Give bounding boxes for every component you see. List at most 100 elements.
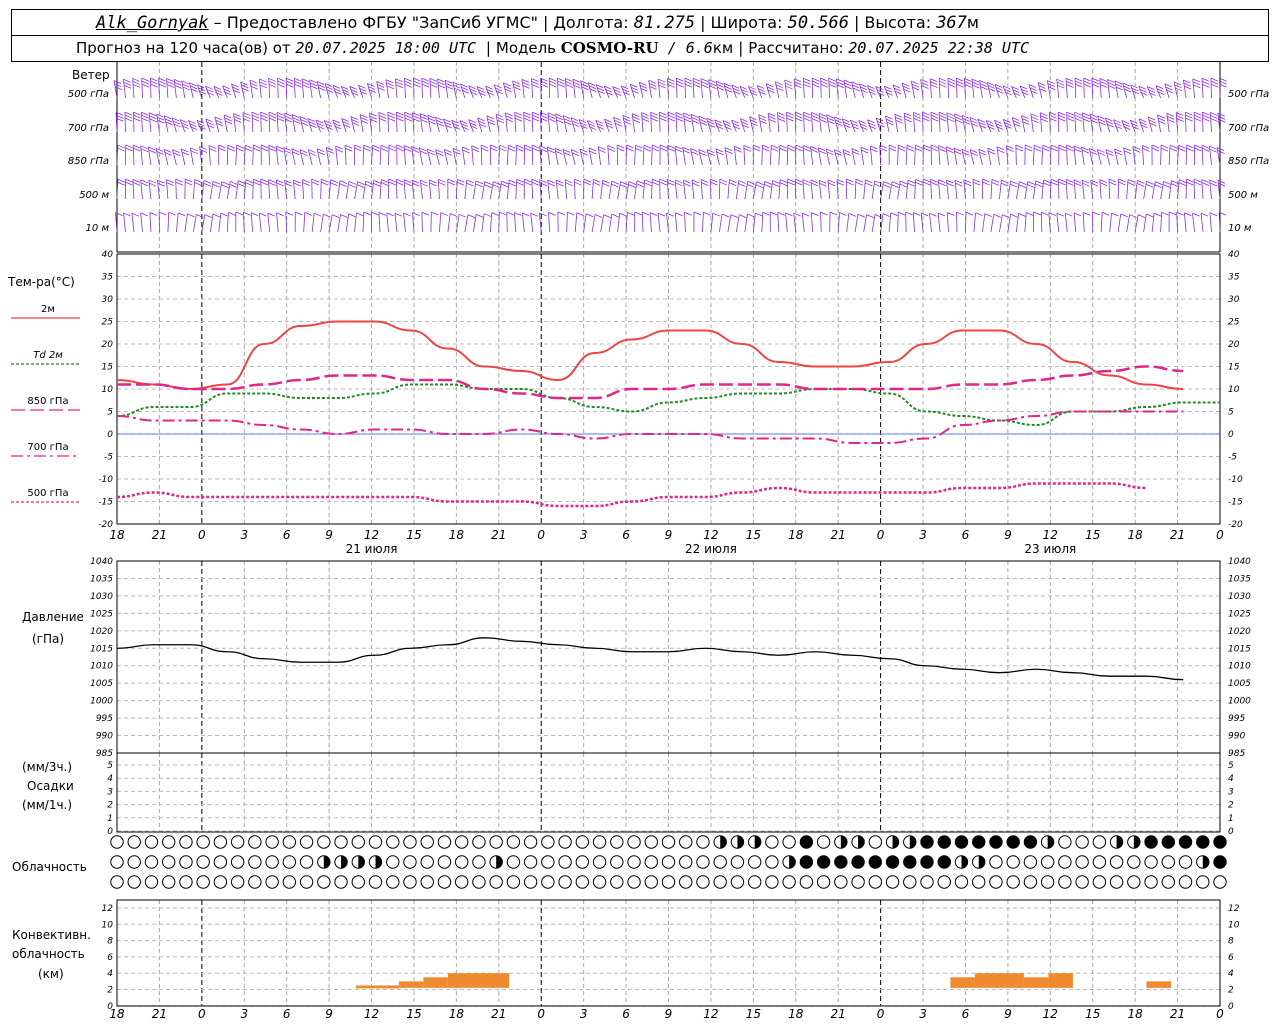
wind-barb-feather [268,111,277,116]
wind-barb-shaft [579,149,585,166]
wind-barb [871,180,882,200]
wind-barb-feather [276,145,284,150]
wind-barb-feather [1192,81,1201,86]
wind-barb [930,144,939,166]
wind-barb-feather [707,123,716,128]
wind-barb-feather [739,214,747,218]
wind-barb-feather [947,115,955,120]
wind-barb-feather [206,121,214,126]
cloud-circle [937,855,951,869]
wind-barb-shaft [443,149,449,166]
cloud-symbol [747,835,762,849]
wind-barb-feather [372,144,380,149]
wind-barb [1032,144,1042,166]
wind-barb [786,111,794,133]
wind-barb-feather [1021,91,1029,96]
wind-barb-shaft [842,149,848,166]
wind-barb-feather [1105,120,1114,125]
cloud-symbol [799,855,814,869]
wind-barb-shaft [833,116,839,133]
cloud-circle [127,835,141,849]
wind-barb-feather [1066,147,1074,152]
cloud-circle [799,875,814,889]
wind-barb-feather [1201,80,1210,85]
wind-barb-shaft [235,180,239,200]
wind-barb-shaft [444,80,449,99]
wind-barb [1173,81,1183,99]
wind-barb [481,213,492,233]
latitude-value: 50.566 [787,13,849,33]
cloud-symbol [1058,855,1072,869]
wind-barb-feather [149,115,157,120]
wind-barb [1049,144,1059,166]
pressure-tick-right: 1040 [1228,557,1251,567]
cloud-symbol [1178,835,1193,849]
cloud-symbol [1075,855,1089,869]
wind-barb-feather [460,83,468,88]
wind-barb-feather [1120,213,1128,218]
wind-barb-feather [1047,83,1055,87]
wind-barb-feather [995,123,1003,127]
wind-barb-feather [277,77,285,82]
wind-barb-shaft [965,212,967,233]
wind-barb [539,179,547,200]
series-line-3 [116,365,1184,400]
temp-tick-right: -20 [1228,520,1243,530]
wind-barb [691,179,700,200]
wind-barb-shaft [1123,147,1128,166]
wind-barb-feather [294,80,302,85]
cloud-fill-half [341,855,348,869]
wind-barb-feather [589,88,597,93]
wind-barb [735,180,746,200]
wind-barb [642,144,652,166]
cloud-circle [420,855,434,869]
wind-barb [977,118,987,133]
temp-tick-left: 5 [107,408,113,418]
wind-barb-feather [1140,91,1148,96]
wind-barb-feather [141,111,149,116]
wind-barb-shaft [359,114,364,133]
cloud-circle [196,835,210,849]
wind-barb [284,112,293,133]
wind-barb-feather [691,116,699,121]
wind-barb-shaft [698,116,703,133]
wind-barb-feather [523,111,531,116]
day-label: 21 июля [346,542,398,556]
wind-barb-shaft [460,83,466,99]
wind-barb-shaft [451,120,457,133]
cloud-circle [386,855,400,869]
cloud-symbol [575,855,590,869]
wind-barb-feather [156,116,165,121]
wind-barb-feather [731,84,739,89]
wind-barb-feather [576,212,585,217]
cloud-symbol [834,875,848,889]
wind-barb [184,178,193,200]
wind-barb [498,144,507,166]
wind-barb-feather [481,147,489,152]
wind-barb-feather [540,117,548,122]
wind-barb-feather [171,117,180,122]
wind-barb-feather [331,214,340,219]
wind-barb-feather [420,179,428,184]
wind-barb-shaft [367,83,372,99]
wind-barb-shaft [591,179,594,200]
wind-barb-feather [555,150,563,155]
cloud-circle [265,855,279,869]
wind-barb-feather [1131,125,1139,130]
cloud-symbol [541,855,555,869]
wind-barb-feather [1193,111,1202,116]
wind-barb-feather [794,84,802,89]
wind-barb-feather [1192,78,1200,83]
wind-barb-feather [972,84,980,89]
wind-barb-shaft [954,180,958,200]
wind-barb [674,179,683,200]
wind-barb-shaft [1164,83,1170,99]
wind-barb-shaft [617,181,621,200]
wind-barb-feather [1201,77,1210,82]
wind-barb-feather [493,181,501,185]
wind-barb-feather [404,114,412,119]
wind-barb [914,178,923,200]
wind-barb-feather [317,84,325,88]
wind-barb [316,148,325,166]
wind-barb-feather [197,87,206,92]
